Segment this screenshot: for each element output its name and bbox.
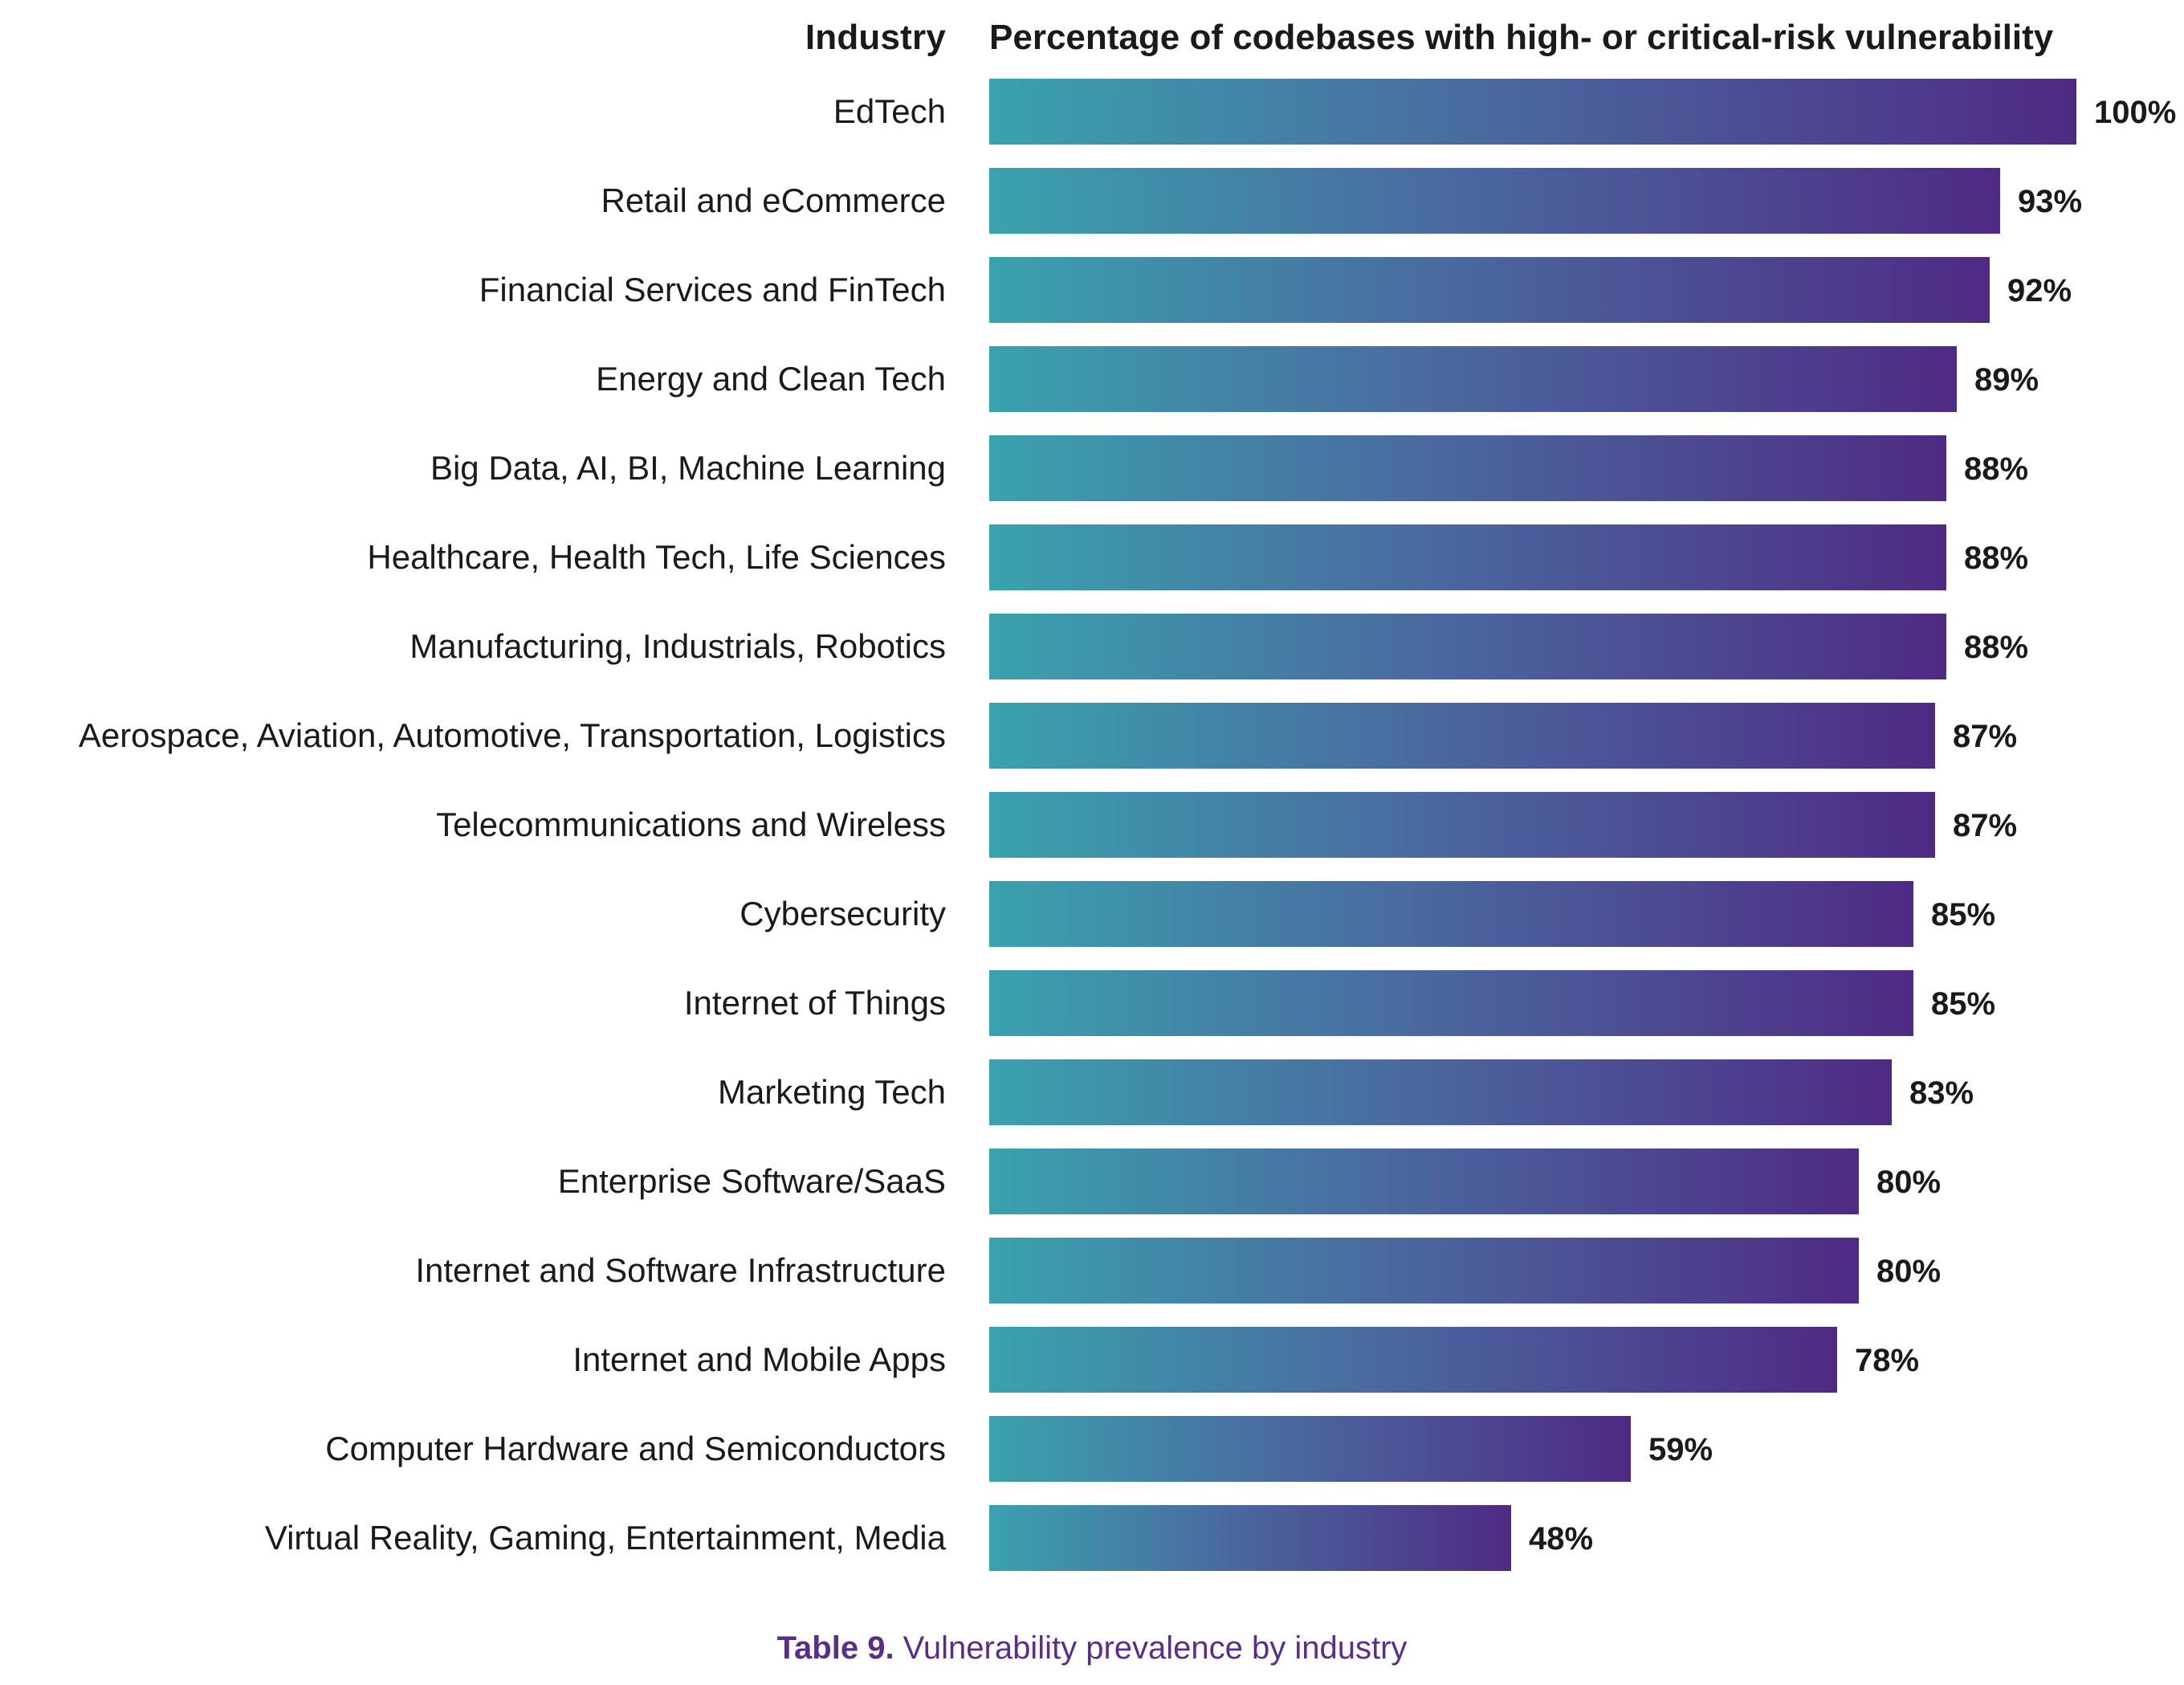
value-label: 89%: [1974, 362, 2039, 398]
chart-caption: Table 9. Vulnerability prevalence by ind…: [0, 1630, 2184, 1667]
category-label: Computer Hardware and Semiconductors: [325, 1430, 946, 1467]
category-label: Cybersecurity: [740, 895, 946, 932]
category-label: Internet and Mobile Apps: [572, 1340, 946, 1378]
value-label: 93%: [2018, 184, 2083, 219]
value-label: 88%: [1964, 541, 2029, 576]
value-label: 59%: [1648, 1432, 1713, 1467]
bar: [989, 1416, 1631, 1482]
value-label: 92%: [2007, 273, 2072, 308]
caption-text: Vulnerability prevalence by industry: [894, 1630, 1408, 1666]
category-label: Energy and Clean Tech: [596, 360, 946, 398]
bar: [989, 257, 1990, 323]
bar: [989, 168, 2000, 234]
category-label: Healthcare, Health Tech, Life Sciences: [367, 538, 946, 576]
category-label: Retail and eCommerce: [601, 182, 946, 219]
category-label: Big Data, AI, BI, Machine Learning: [430, 449, 946, 487]
category-label: Internet of Things: [683, 984, 946, 1022]
bar: [989, 881, 1913, 947]
bar: [989, 1148, 1859, 1214]
category-label: Virtual Reality, Gaming, Entertainment, …: [264, 1519, 946, 1556]
caption-prefix: Table 9.: [776, 1630, 894, 1666]
value-label: 88%: [1964, 451, 2029, 487]
bar: [989, 1505, 1511, 1571]
value-label: 100%: [2094, 95, 2177, 130]
bar: [989, 792, 1935, 858]
bar: [989, 614, 1946, 679]
value-label: 78%: [1855, 1343, 1920, 1378]
category-label: Enterprise Software/SaaS: [557, 1162, 946, 1200]
industry-column-header: Industry: [805, 18, 946, 57]
category-label: Internet and Software Infrastructure: [415, 1251, 946, 1289]
bar: [989, 524, 1946, 590]
value-label: 80%: [1876, 1254, 1942, 1289]
category-label: EdTech: [833, 92, 946, 130]
value-column-header: Percentage of codebases with high- or cr…: [989, 18, 2054, 57]
category-label: Marketing Tech: [717, 1073, 946, 1111]
bar: [989, 435, 1946, 501]
value-label: 85%: [1931, 986, 1996, 1022]
bar: [989, 970, 1913, 1036]
category-label: Financial Services and FinTech: [479, 271, 946, 308]
value-label: 88%: [1964, 630, 2029, 665]
bar: [989, 1238, 1859, 1304]
bar: [989, 1059, 1892, 1125]
value-label: 83%: [1909, 1075, 1974, 1111]
bar: [989, 703, 1935, 769]
category-label: Telecommunications and Wireless: [436, 806, 946, 843]
bar: [989, 79, 2076, 145]
category-label: Manufacturing, Industrials, Robotics: [410, 627, 946, 665]
value-label: 80%: [1876, 1165, 1942, 1200]
value-label: 87%: [1953, 719, 2018, 754]
category-label: Aerospace, Aviation, Automotive, Transpo…: [78, 716, 946, 754]
value-label: 48%: [1529, 1521, 1594, 1556]
value-label: 87%: [1953, 808, 2018, 843]
value-label: 85%: [1931, 897, 1996, 932]
bar: [989, 346, 1957, 412]
bar: [989, 1327, 1837, 1393]
